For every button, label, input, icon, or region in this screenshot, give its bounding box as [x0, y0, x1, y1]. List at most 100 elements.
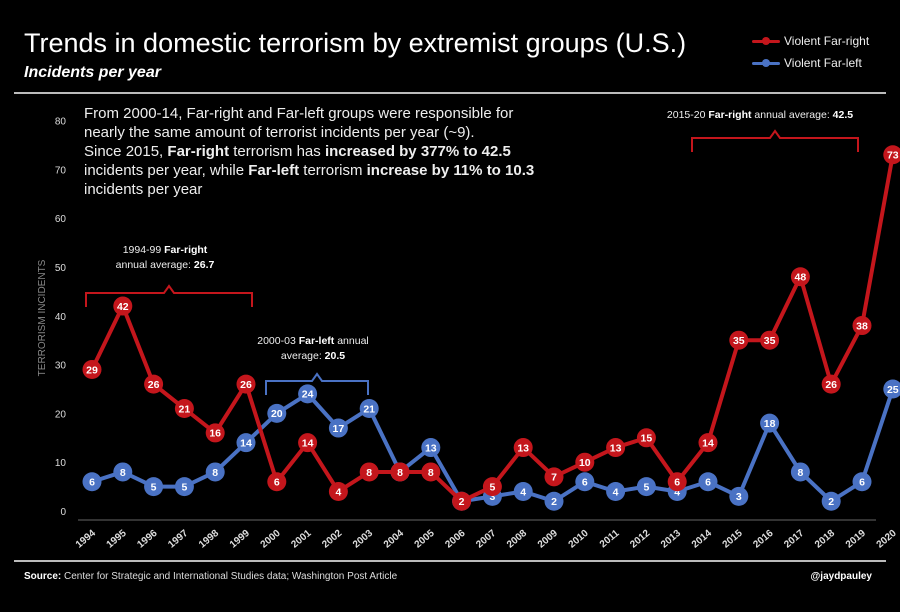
data-label-far-right: 2: [459, 496, 465, 508]
x-tick-label: 2002: [320, 528, 344, 551]
data-label-far-left: 4: [674, 486, 680, 498]
x-tick-label: 2008: [505, 528, 529, 551]
data-label-far-right: 15: [641, 433, 653, 445]
annotation-line-2: nearly the same amount of terrorist inci…: [84, 124, 475, 141]
annotation-line-4: incidents per year, while Far-left terro…: [84, 162, 535, 179]
data-point-far-left: [113, 462, 133, 482]
legend: Violent Far-right Violent Far-left: [752, 30, 869, 74]
x-tick-label: 1996: [135, 528, 159, 551]
annotation-1994-99: 1994-99 Far-right annual average: 26.7: [115, 244, 215, 271]
data-point-far-right: [852, 316, 872, 336]
data-label-far-left: 2: [551, 496, 557, 508]
data-label-far-right: 42: [117, 301, 129, 313]
data-point-far-right: [205, 423, 225, 443]
data-label-far-left: 6: [859, 477, 865, 489]
bracket-2015-20: [691, 129, 859, 152]
data-point-far-left: [421, 438, 441, 458]
data-label-far-left: 13: [425, 442, 437, 454]
data-label-far-left: 4: [520, 486, 526, 498]
author-handle: @jaydpauley: [810, 571, 872, 582]
data-point-far-right: [452, 491, 472, 511]
x-tick-label: 2007: [474, 528, 498, 551]
annotation-2015-20: 2015-20 Far-right annual average: 42.5: [666, 109, 854, 121]
legend-item-far-right: Violent Far-right: [752, 30, 869, 52]
data-label-far-left: 17: [333, 423, 345, 435]
data-point-far-right: [328, 481, 348, 501]
data-point-far-left: [544, 491, 564, 511]
x-tick-label: 2010: [567, 528, 591, 551]
data-point-far-left: [513, 481, 533, 501]
data-point-far-left: [821, 491, 841, 511]
x-tick-label: 2016: [751, 528, 775, 551]
data-point-far-left: [236, 433, 256, 453]
footer-divider: [14, 560, 886, 562]
x-tick-label: 1997: [166, 528, 190, 551]
x-tick-label: 2014: [690, 528, 714, 551]
y-tick-label: 20: [55, 409, 67, 420]
x-tick-label: 2012: [628, 528, 652, 551]
data-label-far-left: 21: [363, 403, 375, 415]
data-point-far-right: [636, 428, 656, 448]
data-point-far-left: [606, 481, 626, 501]
data-label-far-right: 26: [825, 379, 837, 391]
data-label-far-left: 5: [181, 481, 187, 493]
data-label-far-right: 35: [764, 335, 776, 347]
data-label-far-left: 5: [643, 481, 649, 493]
bracket-2000-03: [265, 372, 369, 395]
x-tick-label: 2005: [413, 528, 437, 551]
y-tick-label: 60: [55, 214, 67, 225]
chart-subtitle: Incidents per year: [24, 64, 161, 81]
annotation-line-5: incidents per year: [84, 181, 203, 198]
x-tick-label: 2003: [351, 528, 375, 551]
data-point-far-left: [205, 462, 225, 482]
data-label-far-right: 10: [579, 457, 591, 469]
data-point-far-right: [144, 374, 164, 394]
data-point-far-left: [144, 477, 164, 497]
legend-item-far-left: Violent Far-left: [752, 52, 869, 74]
x-tick-label: 2011: [598, 528, 622, 551]
data-label-far-right: 35: [733, 335, 745, 347]
legend-swatch-far-right: [752, 36, 780, 46]
data-point-far-right: [236, 374, 256, 394]
data-label-far-left: 8: [797, 467, 803, 479]
x-tick-label: 1994: [74, 528, 98, 551]
data-point-far-right: [883, 145, 900, 165]
data-label-far-left: 24: [302, 389, 314, 401]
y-tick-label: 10: [55, 458, 67, 469]
legend-swatch-far-left: [752, 58, 780, 68]
source-note: Source: Center for Strategic and Interna…: [24, 571, 398, 582]
x-tick-label: 1998: [197, 528, 221, 551]
data-point-far-right: [113, 296, 133, 316]
x-tick-label: 1999: [228, 528, 252, 551]
x-tick-label: 2004: [382, 528, 406, 551]
data-label-far-right: 8: [428, 467, 434, 479]
bracket-1994-99: [85, 284, 253, 307]
data-label-far-right: 7: [551, 472, 557, 484]
y-tick-label: 30: [55, 361, 67, 372]
main-annotation: From 2000-14, Far-right and Far-left gro…: [84, 104, 604, 199]
data-point-far-right: [729, 330, 749, 350]
x-tick-label: 2015: [721, 528, 745, 551]
data-point-far-right: [267, 472, 287, 492]
data-label-far-right: 13: [610, 442, 622, 454]
data-point-far-left: [82, 472, 102, 492]
data-point-far-right: [606, 438, 626, 458]
data-label-far-left: 8: [120, 467, 126, 479]
chart-title: Trends in domestic terrorism by extremis…: [24, 28, 687, 58]
data-label-far-left: 20: [271, 408, 283, 420]
y-tick-label: 80: [55, 117, 67, 128]
data-label-far-right: 8: [397, 467, 403, 479]
x-tick-label: 2009: [536, 528, 560, 551]
y-tick-label: 70: [55, 165, 67, 176]
data-point-far-right: [575, 452, 595, 472]
data-point-far-left: [698, 472, 718, 492]
data-label-far-right: 29: [86, 364, 98, 376]
data-label-far-right: 6: [674, 477, 680, 489]
x-tick-label: 2017: [782, 528, 806, 551]
data-point-far-right: [544, 467, 564, 487]
x-tick-label: 2013: [659, 528, 683, 551]
data-label-far-left: 6: [89, 477, 95, 489]
x-tick-label: 2000: [259, 528, 283, 551]
data-label-far-right: 26: [148, 379, 160, 391]
